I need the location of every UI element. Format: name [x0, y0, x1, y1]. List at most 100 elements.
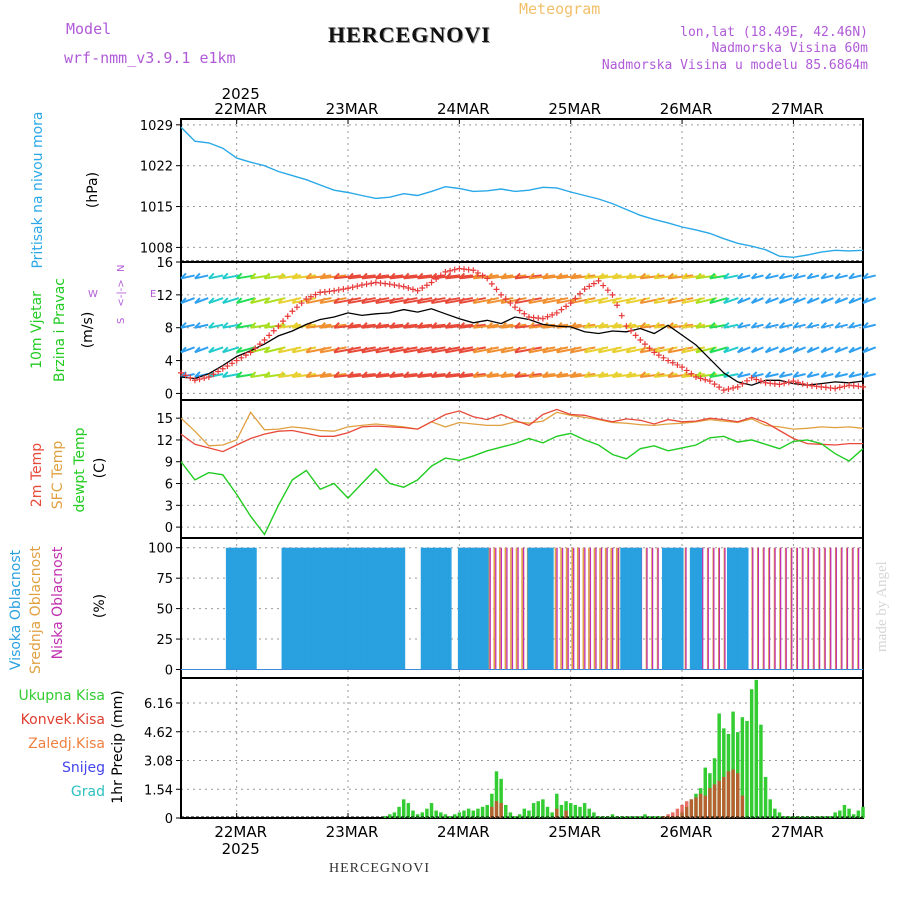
wind-arrow-head — [723, 346, 730, 354]
wind-arrow — [598, 274, 622, 280]
high-cloud-axis-title: Visoka Oblacnost — [8, 549, 24, 670]
wind-arrow-head — [750, 297, 758, 304]
wind-arrow — [570, 323, 596, 329]
wind-direction-mark — [632, 332, 639, 339]
wind-arrow — [306, 373, 332, 378]
wind-direction-mark — [660, 354, 667, 361]
wind-direction-mark — [716, 384, 723, 391]
wind-arrow-head — [556, 297, 563, 304]
wind-arrow — [389, 373, 418, 378]
wind-direction-mark — [409, 286, 416, 293]
wind-arrow-head — [820, 322, 827, 329]
wind-arrow — [473, 346, 499, 354]
wind-arrow-head — [653, 297, 660, 304]
wind-arrow — [320, 274, 347, 280]
wind-arrow — [668, 274, 694, 280]
y-tick-label: 8 — [165, 322, 173, 337]
wind-direction-mark — [442, 268, 449, 275]
compass-s: S — [116, 318, 127, 324]
y-tick-label: 12 — [156, 434, 173, 449]
precip-legend-2: Zaledj.Kisa — [28, 736, 105, 752]
conv-precip-bar — [555, 808, 559, 818]
wind-direction-mark — [484, 275, 491, 282]
dewpt-axis-title: dewpt Temp — [72, 427, 88, 512]
wind-arrow-head — [681, 346, 688, 354]
total-precip-bar — [434, 810, 438, 818]
conv-precip-bar — [735, 773, 740, 818]
wind-arrow — [542, 373, 569, 378]
wind-arrow — [751, 373, 764, 378]
wind-direction-mark — [623, 323, 630, 330]
wind-arrow-head — [249, 272, 257, 280]
wind-arrow-head — [667, 346, 674, 354]
total-precip-bar — [555, 793, 559, 818]
wind-direction-mark — [289, 308, 296, 315]
conv-precip-bar — [680, 804, 684, 818]
wind-direction-mark — [725, 386, 732, 393]
total-precip-bar — [429, 803, 434, 818]
wind-arrow-head — [556, 346, 563, 354]
wind-arrow — [709, 373, 728, 378]
wind-arrow-head — [194, 297, 201, 304]
y-tick-label: 1008 — [140, 241, 173, 256]
wind-arrow — [626, 323, 651, 329]
wind-arrow — [807, 274, 820, 280]
wind-arrow — [821, 323, 834, 329]
wind-direction-mark — [785, 379, 792, 386]
wind-arrow — [779, 323, 793, 329]
wind-arrow — [709, 346, 728, 354]
panel-precipitation: 0 1.54 3.08 4.62 6.16 — [144, 677, 864, 827]
wind-direction-mark — [187, 374, 194, 381]
total-precip-bar — [610, 814, 615, 818]
total-precip-bar — [782, 816, 786, 818]
wind-arrow-head — [514, 346, 521, 354]
wind-direction-mark — [651, 349, 658, 356]
wind-arrow — [737, 274, 751, 280]
wind-arrow-head — [792, 297, 800, 304]
pressure-line — [180, 126, 864, 259]
wind-arrow — [180, 297, 195, 305]
wind-arrow-head — [375, 322, 382, 329]
wind-direction-mark — [572, 295, 579, 302]
total-precip-bar — [471, 810, 476, 818]
wind-arrow-head — [737, 322, 744, 329]
wind-arrow-head — [737, 272, 744, 280]
wind-arrow — [180, 323, 195, 329]
wind-arrow-head — [848, 272, 855, 280]
total-precip-bar — [745, 720, 749, 818]
total-precip-bar — [485, 804, 489, 818]
wind-arrow — [292, 373, 317, 378]
wind-arrow-head — [848, 322, 855, 329]
wind-arrow-head — [681, 297, 688, 304]
wind-arrow-head — [625, 371, 633, 378]
wind-arrow — [681, 323, 705, 329]
total-precip-bar — [476, 808, 480, 818]
wind-arrow — [347, 297, 376, 305]
model-label: Model — [66, 20, 112, 38]
conv-precip-bar — [722, 776, 726, 818]
wind-arrow — [765, 323, 779, 329]
total-precip-bar — [643, 814, 647, 818]
wind-arrow — [361, 323, 390, 329]
wind-direction-mark — [354, 283, 361, 290]
wind-arrow-head — [180, 346, 187, 354]
wind-arrow-head — [764, 272, 772, 280]
wind-arrow — [528, 274, 556, 280]
wind-direction-mark — [210, 371, 217, 378]
total-precip-bar — [587, 808, 592, 818]
wind-direction-mark — [340, 286, 347, 293]
total-precip-bar — [749, 689, 754, 818]
wind-arrow-head — [542, 272, 549, 280]
wind-arrow — [848, 373, 862, 378]
wind-arrow-head — [249, 297, 257, 304]
wind-arrow-head — [235, 272, 243, 280]
wind-arrow-head — [263, 346, 271, 354]
wind-arrow-head — [319, 322, 326, 329]
wind-arrow-head — [820, 371, 827, 378]
total-precip-bar — [388, 814, 392, 818]
wind-direction-mark — [697, 375, 704, 382]
wind-arrow-head — [194, 322, 201, 329]
wind-arrow-head — [695, 322, 702, 329]
wind-axis-title-2: Brzina i Pravac — [52, 278, 68, 382]
